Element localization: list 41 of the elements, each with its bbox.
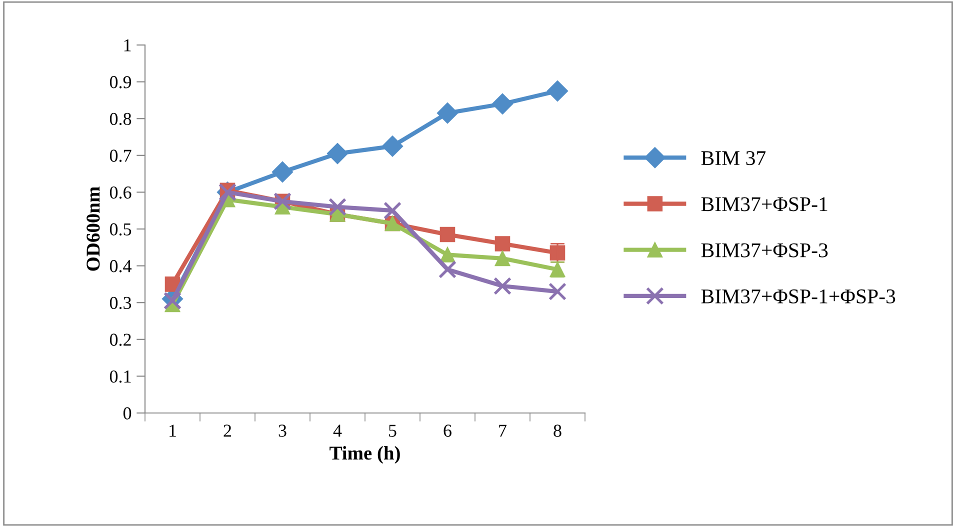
x-tick-label: 5 <box>389 424 396 437</box>
x-tick-label: 4 <box>333 424 342 437</box>
point <box>494 250 510 266</box>
point <box>440 226 456 242</box>
legend-label: BIM37+ΦSP-3 <box>701 243 828 258</box>
legend-label: BIM 37 <box>701 151 766 166</box>
x-tick-label: 6 <box>444 424 452 437</box>
y-tick-label: 0.3 <box>110 296 132 310</box>
x-tick-label: 1 <box>170 424 176 437</box>
point <box>382 136 404 157</box>
x-tick-label: 8 <box>554 424 562 437</box>
y-tick-label: 0.8 <box>110 112 132 126</box>
point <box>328 198 347 216</box>
point <box>326 143 348 164</box>
y-tick-label: 0 <box>123 407 132 420</box>
y-tick-label: 0.2 <box>110 334 131 346</box>
y-tick-label: 0.5 <box>110 223 132 236</box>
point <box>493 277 512 296</box>
y-tick-label: 0.9 <box>110 76 132 88</box>
y-tick-label: 0.1 <box>110 370 131 383</box>
x-axis-title: Time (h) <box>330 446 400 464</box>
point <box>436 102 458 124</box>
point <box>548 282 567 301</box>
y-tick-label: 0.4 <box>110 260 132 272</box>
point <box>438 260 457 279</box>
y-tick-label: 0.7 <box>110 150 132 162</box>
point <box>546 80 568 102</box>
legend-label: BIM37+ΦSP-1+ΦSP-3 <box>701 289 896 304</box>
x-tick-label: 2 <box>224 424 232 437</box>
legend-label: BIM37+ΦSP-1 <box>701 197 828 212</box>
point <box>383 202 402 220</box>
point <box>492 93 514 114</box>
x-tick-label: 3 <box>278 424 286 437</box>
point <box>272 161 294 182</box>
y-axis-title: OD600nm <box>86 186 100 271</box>
y-tick-label: 1 <box>124 39 131 52</box>
point <box>163 292 182 310</box>
point <box>494 236 510 252</box>
x-tick-label: 7 <box>499 424 506 437</box>
y-tick-label: 0.6 <box>110 186 132 199</box>
point <box>440 247 456 262</box>
